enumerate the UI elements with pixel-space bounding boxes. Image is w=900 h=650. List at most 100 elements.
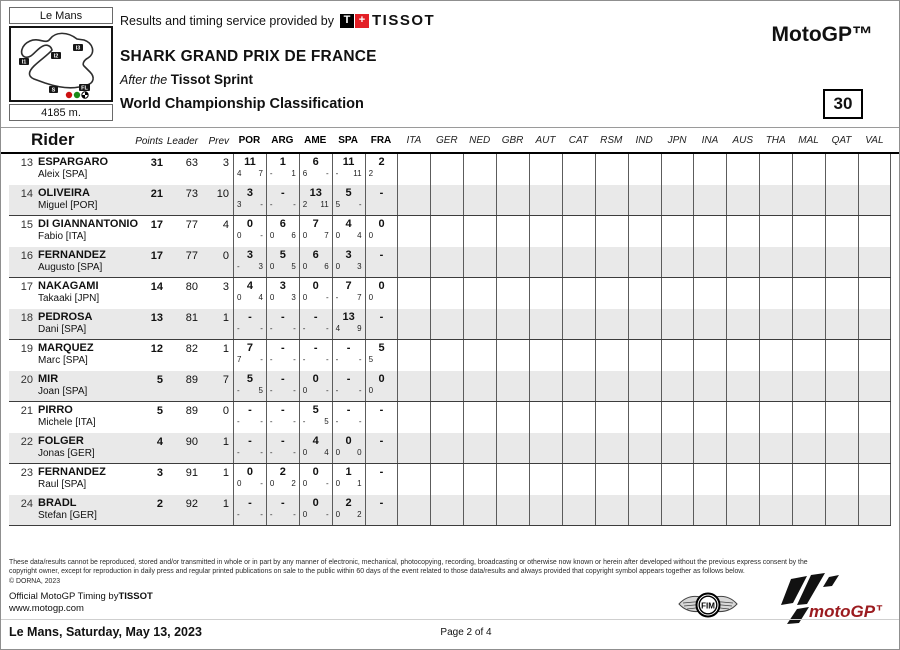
sprint-points: -: [302, 355, 306, 364]
race-result-jpn: [660, 278, 694, 309]
race-total: [530, 311, 562, 324]
race-total: 5: [246, 373, 253, 385]
race-result-tha: [759, 464, 792, 495]
race-result-ita: [397, 371, 430, 401]
race-result-jpn: [660, 371, 694, 401]
rider-row-17: 17 NAKAGAMI Takaaki [JPN] 14 80 3 4 0 4 3 0 3 0 0-7-7…: [9, 278, 891, 309]
race-total: 7: [246, 342, 253, 354]
gap-to-prev: 3: [222, 281, 229, 293]
rider-row-15: 15 DI GIANNANTONIO Fabio [ITA] 17 77 4 0 0-6 0 6 7…: [9, 216, 891, 247]
race-total: [596, 249, 628, 262]
race-total: [629, 342, 661, 355]
gap-to-prev: 1: [222, 343, 229, 355]
race-total: [464, 280, 496, 293]
sprint-points: -: [335, 417, 339, 426]
race-points: 2: [357, 510, 362, 519]
race-total: 11: [244, 156, 256, 168]
rider-row-19: 19 MARQUEZ Marc [SPA] 12 82 1 7 7- - - - - - - - - -5 5: [9, 340, 891, 371]
rider-row-18: 18 PEDROSA Dani [SPA] 13 81 1- - - - - - - - -13 4 9-: [9, 309, 891, 340]
race-result-mal: [792, 185, 825, 215]
race-points: -: [260, 231, 263, 240]
race-total: [727, 187, 759, 200]
sprint-points: 0: [335, 231, 341, 240]
race-result-aus: [726, 309, 759, 339]
race-total: [629, 156, 661, 169]
race-total: [760, 187, 792, 200]
race-result-jpn: [660, 247, 694, 277]
race-result-por: ---: [233, 495, 266, 525]
race-result-ita: [397, 185, 430, 215]
race-total: [464, 497, 496, 510]
race-total: [793, 311, 825, 324]
race-total: [694, 404, 726, 417]
provider-text: Results and timing service provided by: [120, 13, 334, 28]
race-result-mal: [792, 154, 825, 185]
rider-surname: BRADL: [38, 497, 77, 509]
race-total: [530, 187, 562, 200]
race-result-jpn: [660, 154, 694, 185]
race-result-gbr: [496, 185, 529, 215]
gap-to-leader: 81: [185, 312, 198, 324]
race-total: [793, 156, 825, 169]
race-total: -: [379, 466, 384, 478]
race-result-ned: [463, 340, 496, 371]
race-result-qat: [825, 371, 858, 401]
disclaimer-line2: copyright owner, except for reproduction…: [9, 567, 745, 575]
motogp-logo: motoGP™: [781, 573, 883, 624]
race-points: 7: [324, 231, 329, 240]
race-result-ind: [627, 247, 661, 277]
race-result-jpn: [660, 309, 694, 339]
race-total: [859, 342, 890, 355]
race-points: -: [260, 355, 263, 364]
gap-to-leader: 89: [185, 405, 198, 417]
race-total: [859, 156, 890, 169]
race-total: [398, 311, 430, 324]
race-total: [793, 218, 825, 231]
race-total: [464, 187, 496, 200]
race-result-ned: [463, 278, 496, 309]
race-total: [563, 311, 595, 324]
standings-body: 13 ESPARGARO Aleix [SPA] 31 63 3 11 4 7 1-1 6 6-11-…: [9, 154, 891, 526]
race-total: 5: [345, 187, 352, 199]
race-points: 1: [357, 479, 362, 488]
race-total: [662, 342, 694, 355]
race-total: [431, 342, 463, 355]
race-total: [694, 187, 726, 200]
race-result-arg: ---: [265, 340, 299, 371]
race-result-jpn: [660, 464, 694, 495]
race-total: [826, 342, 858, 355]
gap-to-prev: 1: [222, 467, 229, 479]
race-total: 3: [279, 280, 286, 292]
rider-position: 22: [20, 436, 33, 448]
race-total: [793, 187, 825, 200]
rider-points: 5: [156, 374, 163, 386]
race-result-fra: -: [364, 433, 398, 463]
race-splits: --: [267, 324, 299, 333]
race-splits: 0-: [300, 386, 332, 395]
sprint-points: -: [269, 417, 273, 426]
race-total: [596, 373, 628, 386]
race-result-val: [857, 371, 891, 401]
race-result-jpn: [660, 340, 694, 371]
race-splits: -5: [300, 417, 332, 426]
race-result-fra: -: [364, 247, 398, 277]
gap-to-prev: 0: [222, 405, 229, 417]
race-total: [563, 249, 595, 262]
race-result-ita: [397, 216, 430, 247]
race-result-ger: [430, 154, 463, 185]
race-total: [464, 249, 496, 262]
race-points: -: [326, 355, 329, 364]
race-result-por: 11 4 7: [233, 154, 266, 185]
sprint-points: 0: [302, 262, 308, 271]
race-result-gbr: [496, 340, 529, 371]
race-result-aut: [529, 433, 562, 463]
track-name-label: Le Mans: [9, 7, 113, 24]
